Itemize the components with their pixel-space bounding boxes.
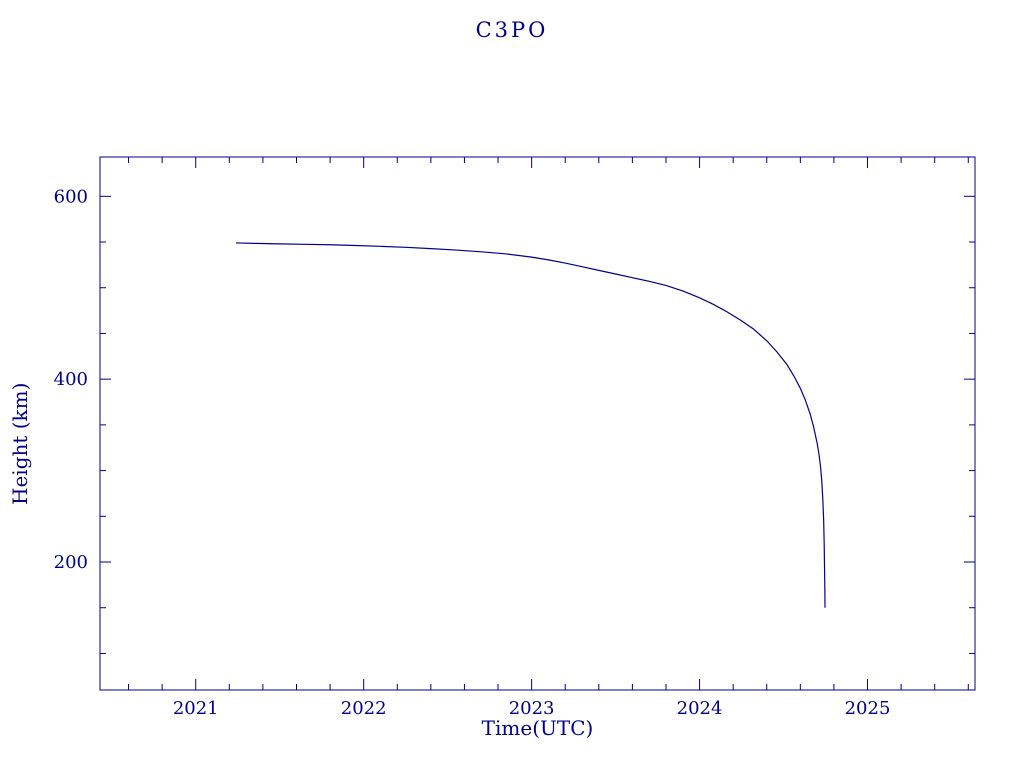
y-tick-label: 600: [54, 186, 88, 207]
x-tick-label: 2022: [341, 698, 387, 719]
chart-title: C3PO: [475, 18, 549, 42]
x-tick-label: 2024: [677, 698, 723, 719]
y-tick-label: 200: [54, 552, 88, 573]
data-series-line: [236, 242, 826, 608]
x-tick-label: 2021: [173, 698, 219, 719]
plot-frame: [99, 156, 976, 691]
y-axis-label: Height (km): [8, 382, 32, 505]
x-axis-label: Time(UTC): [481, 716, 594, 740]
y-tick-label: 400: [54, 369, 88, 390]
x-tick-label: 2023: [509, 698, 555, 719]
x-tick-label: 2025: [845, 698, 891, 719]
